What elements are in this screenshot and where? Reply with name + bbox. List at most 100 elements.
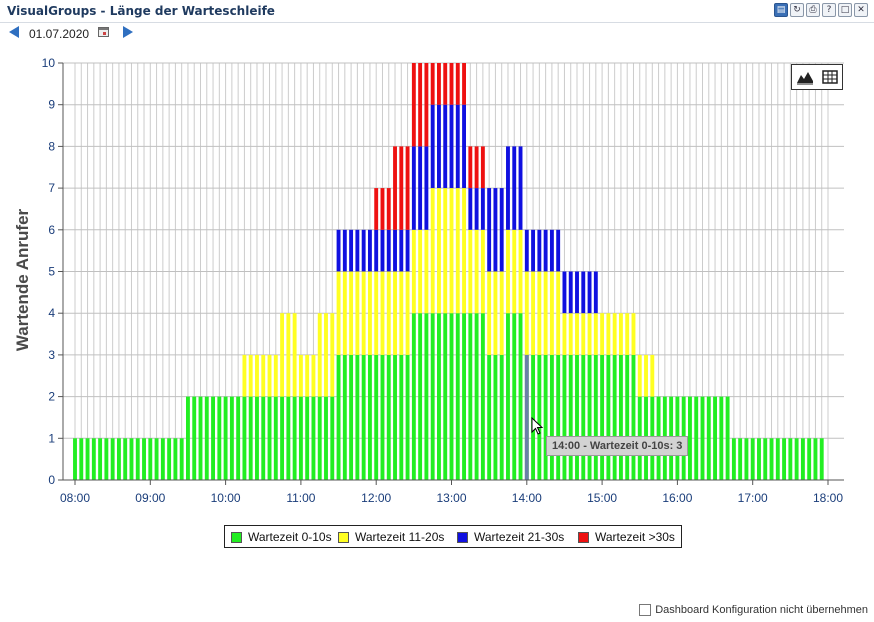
bar-segment (173, 438, 178, 480)
area-chart-icon[interactable] (796, 69, 814, 85)
bar-segment (386, 271, 391, 355)
bar-segment (506, 146, 510, 230)
bar-segment (380, 271, 385, 355)
bar-segment (110, 438, 115, 480)
bar-segment (587, 313, 592, 355)
bar-segment (543, 354, 548, 480)
bar-segment (700, 396, 705, 480)
bar-segment (518, 313, 523, 480)
y-tick-label: 4 (48, 306, 55, 320)
view-toggle (791, 64, 843, 90)
bar-segment (581, 313, 586, 355)
config-checkbox[interactable] (639, 604, 652, 616)
bar-segment (738, 438, 743, 480)
calendar-icon[interactable] (98, 27, 109, 37)
y-tick-label: 7 (48, 181, 55, 195)
window-title: VisualGroups - Länge der Warteschleife (7, 4, 275, 18)
bar-segment (204, 396, 209, 480)
bar-segment (255, 396, 259, 480)
bar-segment (455, 188, 460, 314)
chart-tooltip: 14:00 - Wartezeit 0-10s: 3 (546, 436, 689, 456)
bar-segment (411, 146, 416, 230)
bar-segment (531, 354, 536, 480)
next-day-arrow-icon[interactable] (123, 26, 133, 38)
bar-segment (361, 354, 366, 480)
bar-segment (750, 438, 755, 480)
legend-item-0-10s[interactable]: Wartezeit 0-10s (231, 530, 332, 544)
bar-segment (393, 271, 397, 355)
bar-segment (618, 354, 623, 480)
stacked-bar-chart: 0 1 2 3 4 5 6 7 8 9 10 08:00 09:00 10:00 11:00 12:00 13:… (42, 56, 844, 505)
bar-segment (487, 354, 492, 480)
refresh-icon[interactable]: ↻ (790, 3, 804, 17)
bar-segment (480, 313, 485, 480)
bar-segment (524, 229, 529, 272)
copy-icon[interactable]: ▤ (774, 3, 788, 17)
bar-segment (593, 313, 598, 355)
bar-segment (186, 396, 190, 480)
y-tick-label: 9 (48, 98, 55, 112)
chart-legend: Wartezeit 0-10s Wartezeit 11-20s Warteze… (224, 525, 682, 548)
bar-segment (443, 63, 448, 105)
bar-segment (575, 271, 579, 314)
bar-segment (324, 396, 328, 480)
bar-segment (556, 229, 561, 272)
bar-segment (480, 146, 485, 189)
bar-segment (342, 271, 347, 355)
bar-segment (198, 396, 203, 480)
bar-segment (499, 354, 504, 480)
bar-segment (430, 63, 435, 105)
legend-item-21-30s[interactable]: Wartezeit 21-30s (457, 530, 564, 544)
bar-segment (562, 271, 567, 314)
bar-segment (255, 354, 259, 397)
bar-segment (549, 271, 554, 355)
bar-segment (135, 438, 140, 480)
maximize-icon[interactable]: □ (838, 3, 852, 17)
footer-option[interactable]: Dashboard Konfiguration nicht übernehmen (639, 604, 868, 616)
y-tick-label: 5 (48, 265, 55, 279)
bar-segment (236, 396, 241, 480)
bar-segment (342, 354, 347, 480)
checkbox-label: Dashboard Konfiguration nicht übernehmen (655, 604, 868, 616)
bar-segment (355, 271, 360, 355)
bar-segment (474, 313, 479, 480)
help-icon[interactable]: ? (822, 3, 836, 17)
bar-segment (449, 188, 454, 314)
bar-segment (418, 63, 423, 147)
previous-day-arrow-icon[interactable] (9, 26, 19, 38)
legend-label: Wartezeit 0-10s (248, 530, 332, 544)
bar-segment (311, 396, 316, 480)
bar-segment (324, 313, 328, 397)
table-icon[interactable] (821, 69, 839, 85)
bar-segment (468, 188, 473, 230)
y-tick-label: 8 (48, 139, 55, 153)
bar-segment (625, 354, 630, 480)
bar-segment (217, 396, 222, 480)
bar-segment (537, 354, 542, 480)
print-icon[interactable]: ⎙ (806, 3, 820, 17)
y-tick-label: 10 (42, 56, 56, 70)
bar-segment (807, 438, 812, 480)
bar-segment (148, 438, 153, 480)
close-icon[interactable]: ✕ (854, 3, 868, 17)
bar-segment (455, 63, 460, 105)
legend-item-over-30s[interactable]: Wartezeit >30s (578, 530, 675, 544)
bar-segment (286, 396, 291, 480)
bar-segment (104, 438, 109, 480)
bar-segment (449, 313, 454, 480)
bar-segment (493, 354, 498, 480)
bar-segment (725, 396, 730, 480)
bar-segment (462, 313, 466, 480)
bar-segment (437, 63, 441, 105)
bar-segment (116, 438, 121, 480)
legend-item-11-20s[interactable]: Wartezeit 11-20s (338, 530, 444, 544)
bar-segment (349, 271, 354, 355)
x-tick-label: 09:00 (135, 491, 165, 505)
bar-segment (393, 146, 397, 230)
bar-segment (625, 313, 630, 355)
bar-segment (443, 188, 448, 314)
window-controls: ▤ ↻ ⎙ ? □ ✕ (774, 3, 868, 17)
legend-label: Wartezeit 21-30s (474, 530, 565, 544)
bar-segment (98, 438, 103, 480)
bar-segment (129, 438, 134, 480)
